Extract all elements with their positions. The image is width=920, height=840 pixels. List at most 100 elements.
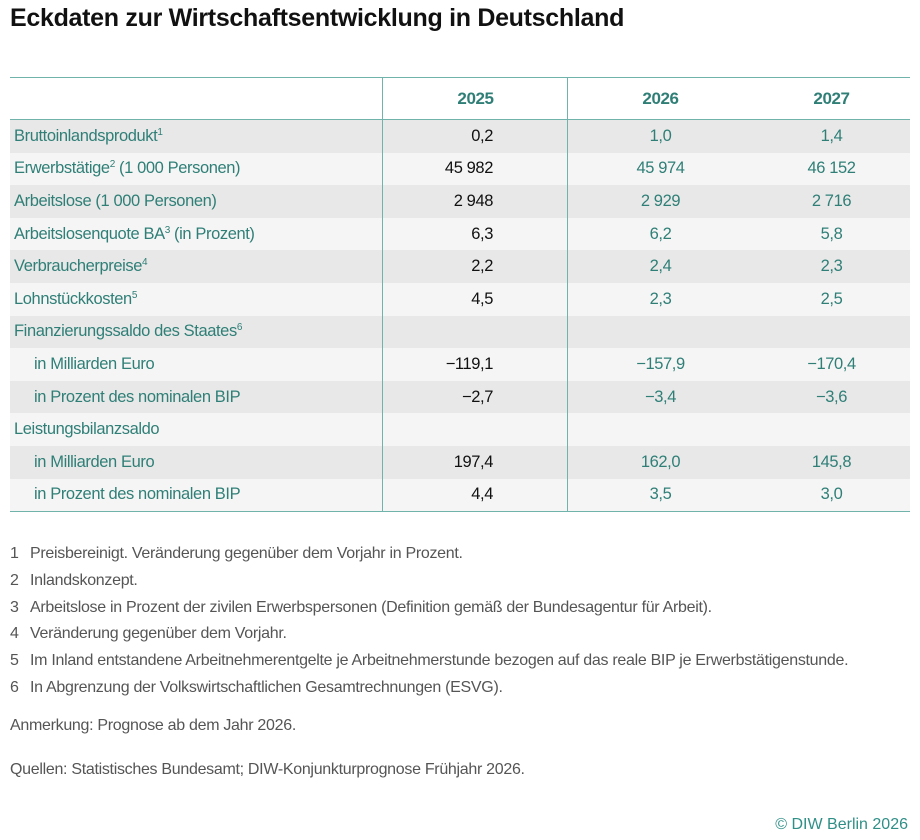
- value-cell-2025: [382, 413, 568, 446]
- value-cell-2027: −170,4: [753, 348, 910, 381]
- value-cell-2027: 145,8: [753, 445, 910, 479]
- value-cell-2025: 45 982: [382, 152, 568, 186]
- row-label-text: Arbeitslose (1 000 Personen): [14, 191, 217, 210]
- row-label-text: Arbeitslosenquote BA: [14, 224, 165, 243]
- row-label: Arbeitslosenquote BA3 (in Prozent): [10, 217, 383, 251]
- footnote: 5 Im Inland entstandene Arbeitnehmerentge…: [10, 648, 849, 675]
- row-label: Erwerbstätige2 (1 000 Personen): [10, 152, 383, 186]
- value-cell-2026: 2 929: [567, 185, 753, 218]
- footnote-text: Preisbereinigt. Veränderung gegenüber de…: [30, 545, 463, 562]
- row-label: Verbraucherpreise4: [10, 250, 383, 283]
- header-2025: 2025: [382, 77, 568, 120]
- table-row: in Milliarden Euro 197,4 162,0 145,8: [10, 445, 910, 479]
- row-label-text: Lohnstückkosten: [14, 289, 132, 308]
- value-cell-2025: 4,5: [382, 282, 568, 316]
- header-empty: [10, 77, 383, 120]
- value-cell-2026: 1,0: [567, 119, 753, 153]
- footnote-number: 6: [10, 678, 19, 696]
- value-cell-2027: [753, 413, 910, 446]
- economic-data-table: 2025 2026 2027 Bruttoinlandsprodukt1 0,2 1…: [10, 77, 910, 513]
- value-cell-2027: 2,5: [753, 282, 910, 316]
- footnote: 3 Arbeitslose in Prozent der zivilen Erwe…: [10, 595, 848, 622]
- value-cell-2026: [567, 413, 753, 446]
- footnote-number: 2: [10, 571, 19, 589]
- row-label: Leistungsbilanzsaldo: [10, 413, 383, 446]
- value-cell-2025: 197,4: [382, 445, 568, 479]
- table-row: Leistungsbilanzsaldo: [10, 413, 910, 446]
- sources: Quellen: Statistisches Bundesamt; DIW-Ko…: [10, 761, 525, 778]
- value-cell-2026: 3,5: [567, 478, 753, 512]
- value-cell-2027: 2,3: [753, 250, 910, 283]
- row-label-text: Finanzierungssaldo des Staates: [14, 322, 237, 341]
- row-label-text: in Milliarden Euro: [34, 452, 155, 471]
- row-label: Arbeitslose (1 000 Personen): [10, 185, 383, 218]
- footnote: 4 Veränderung gegenüber dem Vorjahr.: [10, 621, 848, 648]
- value-cell-2026: −3,4: [567, 380, 753, 414]
- footnote-ref: 6: [236, 322, 243, 334]
- table-row: Lohnstückkosten5 4,5 2,3 2,5: [10, 282, 910, 316]
- footnotes: 1 Preisbereinigt. Veränderung gegenüber d…: [10, 541, 849, 702]
- remark: Anmerkung: Prognose ab dem Jahr 2026.: [10, 717, 296, 734]
- table-row: Arbeitslose (1 000 Personen) 2 948 2 929 2 …: [10, 185, 910, 218]
- value-cell-2027: 5,8: [753, 217, 910, 251]
- row-label: in Prozent des nominalen BIP: [10, 380, 383, 414]
- footnote-ref: 3: [164, 224, 171, 236]
- value-cell-2027: 1,4: [753, 119, 910, 153]
- footnote-text: Veränderung gegenüber dem Vorjahr.: [30, 625, 287, 643]
- value-cell-2026: 6,2: [567, 217, 753, 251]
- value-cell-2026: 2,3: [567, 282, 753, 316]
- table-row: Bruttoinlandsprodukt1 0,2 1,0 1,4: [10, 119, 910, 153]
- footnote-number: 1: [10, 545, 19, 562]
- value-cell-2027: 3,0: [753, 478, 910, 512]
- row-label-suffix: (in Prozent): [169, 224, 255, 243]
- footnote-text: In Abgrenzung der Volkswirtschaftlichen …: [30, 678, 503, 696]
- row-label-suffix: (1 000 Personen): [114, 159, 241, 178]
- row-label: in Milliarden Euro: [10, 445, 383, 479]
- copyright: © DIW Berlin 2026: [775, 816, 908, 833]
- value-cell-2025: 6,3: [382, 217, 568, 251]
- table-header-row: 2025 2026 2027: [10, 77, 910, 120]
- header-2027: 2027: [753, 77, 910, 120]
- row-label-text: in Milliarden Euro: [34, 354, 155, 373]
- row-label: Finanzierungssaldo des Staates6: [10, 315, 383, 349]
- table-row: Verbraucherpreise4 2,2 2,4 2,3: [10, 250, 910, 283]
- value-cell-2025: −2,7: [382, 380, 568, 414]
- footnote-number: 3: [10, 598, 19, 616]
- value-cell-2026: [567, 315, 753, 349]
- row-label-text: Verbraucherpreise: [14, 257, 143, 276]
- value-cell-2026: −157,9: [567, 348, 753, 381]
- page-title: Eckdaten zur Wirtschaftsentwicklung in D…: [10, 4, 625, 32]
- row-label: in Milliarden Euro: [10, 348, 383, 381]
- footnote-number: 4: [10, 625, 19, 643]
- footnote-ref: 5: [131, 289, 138, 301]
- row-label-text: in Prozent des nominalen BIP: [34, 485, 241, 504]
- value-cell-2025: 4,4: [382, 478, 568, 512]
- value-cell-2026: 45 974: [567, 152, 753, 186]
- row-label-text: in Prozent des nominalen BIP: [34, 387, 241, 406]
- footnote-ref: 2: [109, 159, 116, 171]
- value-cell-2027: 2 716: [753, 185, 910, 218]
- footnote-ref: 1: [157, 126, 163, 138]
- value-cell-2027: 46 152: [753, 152, 910, 186]
- value-cell-2025: 2 948: [382, 185, 568, 218]
- footnote-text: Inlandskonzept.: [30, 571, 138, 589]
- value-cell-2025: 2,2: [382, 250, 568, 283]
- footnote-text: Im Inland entstandene Arbeitnehmerentgel…: [30, 652, 849, 670]
- value-cell-2026: 162,0: [567, 445, 753, 479]
- row-label-text: Leistungsbilanzsaldo: [14, 420, 160, 439]
- table-row: Finanzierungssaldo des Staates6: [10, 315, 910, 349]
- table-row: Erwerbstätige2 (1 000 Personen) 45 982 45 …: [10, 152, 910, 186]
- table-row: in Prozent des nominalen BIP −2,7 −3,4 −3,6: [10, 380, 910, 414]
- value-cell-2025: −119,1: [382, 348, 568, 381]
- table-row: in Milliarden Euro −119,1 −157,9 −170,4: [10, 348, 910, 381]
- row-label-text: Bruttoinlandsprodukt: [14, 126, 158, 145]
- footnote: 1 Preisbereinigt. Veränderung gegenüber d…: [10, 541, 848, 568]
- value-cell-2026: 2,4: [567, 250, 753, 283]
- row-label: Bruttoinlandsprodukt1: [10, 119, 383, 153]
- value-cell-2025: 0,2: [382, 119, 568, 153]
- value-cell-2027: [753, 315, 910, 349]
- footnote-number: 5: [10, 652, 19, 670]
- row-label: in Prozent des nominalen BIP: [10, 478, 383, 512]
- footnote-text: Arbeitslose in Prozent der zivilen Erwer…: [30, 598, 712, 616]
- row-label: Lohnstückkosten5: [10, 282, 383, 316]
